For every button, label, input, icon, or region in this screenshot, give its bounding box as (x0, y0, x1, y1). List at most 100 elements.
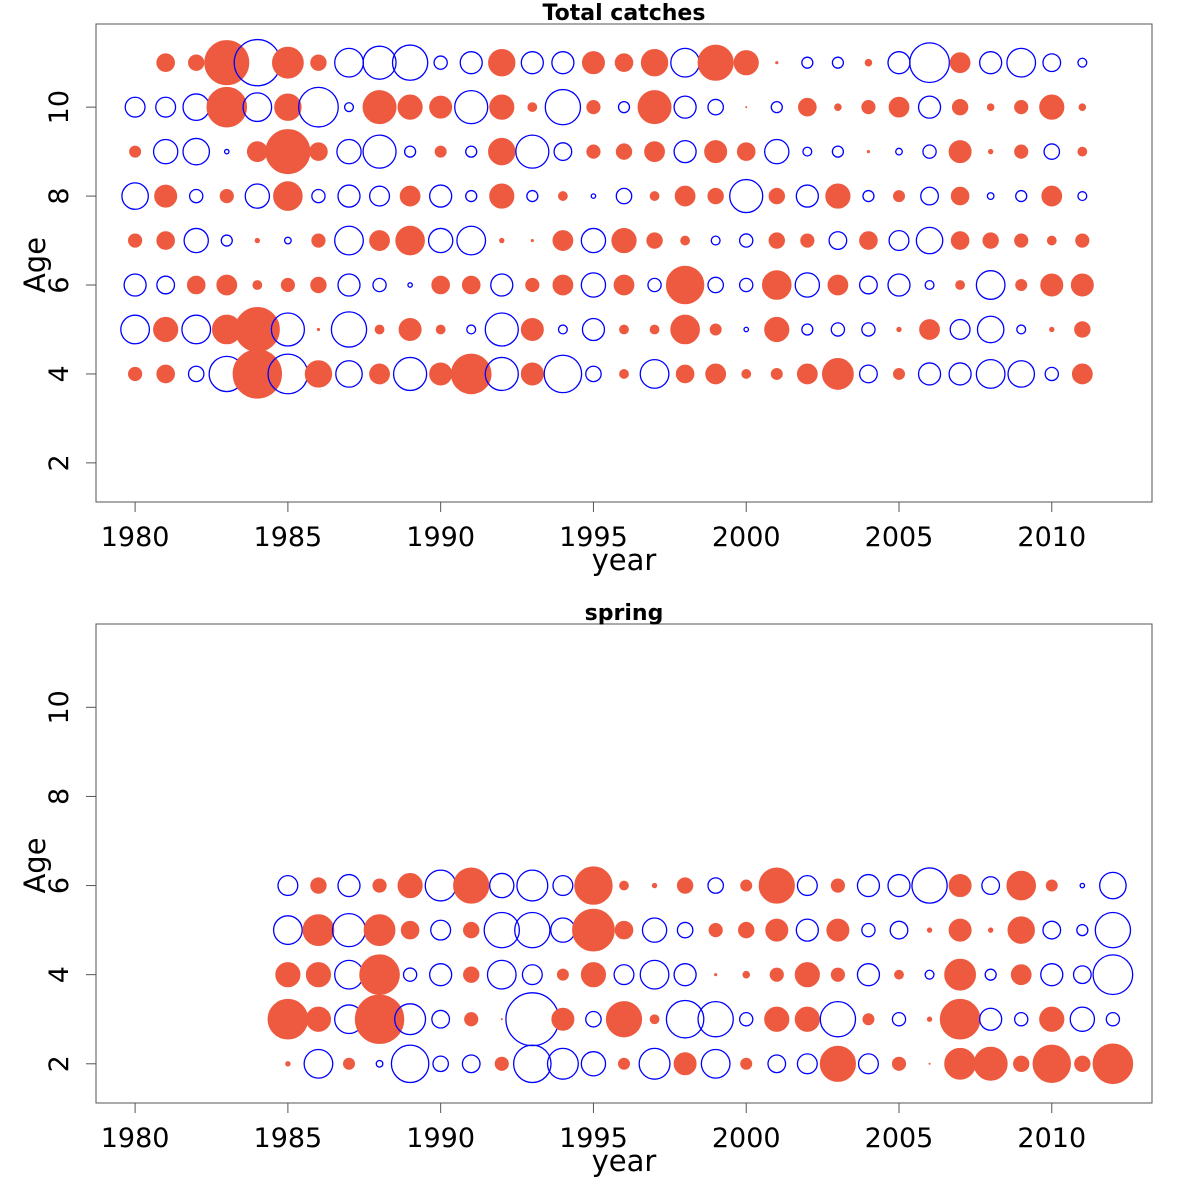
chart-title: spring (585, 601, 664, 626)
y-tick-label: 6 (44, 276, 75, 293)
bubble (407, 282, 413, 288)
bubble (586, 144, 601, 159)
x-tick-label: 1985 (254, 1123, 323, 1154)
bubble (128, 366, 143, 382)
bubble (859, 231, 878, 250)
bubble (489, 183, 515, 209)
bubble (432, 1055, 450, 1073)
bubble (552, 875, 574, 897)
bubble (1041, 185, 1063, 207)
bubble (343, 102, 355, 113)
bubble (398, 317, 422, 341)
bubble (638, 1047, 671, 1080)
bubble (280, 277, 295, 293)
bubble (619, 324, 629, 335)
y-tick-label: 10 (44, 90, 75, 124)
bubble (1042, 53, 1062, 73)
bubble (922, 144, 937, 159)
bubble (392, 356, 428, 392)
bubble (951, 98, 969, 116)
bubble (858, 275, 878, 295)
bubble (590, 193, 597, 199)
bubble (984, 968, 997, 981)
bubble (975, 358, 1006, 389)
bubble (1075, 233, 1090, 248)
bubble (827, 274, 849, 296)
x-tick-label: 1980 (101, 522, 170, 553)
bubble (585, 1010, 602, 1028)
bubble (862, 189, 875, 203)
bubble (745, 106, 748, 109)
plot-frame (95, 623, 1153, 1104)
x-tick-label: 2000 (712, 1123, 781, 1154)
bubble (866, 150, 871, 154)
y-tick-label: 4 (44, 966, 75, 983)
bubble (740, 879, 753, 892)
bubble (431, 1009, 451, 1029)
bubble (709, 323, 722, 336)
bubble (500, 1018, 503, 1021)
bubble (156, 53, 175, 72)
bubble (331, 912, 367, 948)
bubble (305, 962, 332, 988)
bubble (1092, 1043, 1134, 1085)
bubble (399, 185, 421, 207)
x-tick-label: 2005 (865, 1123, 934, 1154)
bubble (893, 367, 905, 380)
bubble (303, 1048, 334, 1079)
y-tick-label: 2 (44, 1055, 75, 1072)
bubble (334, 225, 364, 256)
bubble (242, 92, 273, 123)
bubble (770, 100, 783, 114)
bubble (499, 237, 505, 244)
bubble (948, 874, 972, 898)
bubble (580, 962, 607, 988)
bubble (429, 95, 453, 119)
bubble (430, 919, 452, 941)
bubble (651, 882, 658, 889)
bubble (831, 56, 845, 69)
bubble (400, 920, 420, 940)
bubble (275, 962, 301, 988)
bubble (206, 86, 248, 128)
bubble (516, 869, 549, 902)
bubble (580, 1051, 607, 1077)
bubble (310, 276, 327, 294)
bubble (613, 964, 635, 986)
bubble (619, 880, 629, 891)
bubble (738, 921, 755, 939)
bubble (465, 189, 478, 203)
bubble (489, 94, 515, 120)
bubble (830, 878, 845, 893)
bubble (252, 280, 263, 290)
bubble (673, 139, 697, 164)
bubble (830, 967, 845, 982)
bubble (461, 275, 481, 295)
bubble (986, 192, 995, 201)
bubble (514, 911, 551, 949)
bubble (973, 1046, 1008, 1081)
bubble (375, 1059, 384, 1068)
bubble (464, 1012, 479, 1027)
bubble (362, 45, 397, 80)
bubble (402, 967, 418, 982)
bubble (1077, 146, 1088, 157)
bubble (120, 314, 151, 345)
bubble (543, 354, 583, 394)
bubble (311, 188, 326, 204)
bubble (615, 143, 633, 160)
bubble (889, 920, 909, 940)
bubble (798, 97, 817, 117)
bubble (949, 318, 971, 341)
bubble (1010, 964, 1032, 986)
bubble (1076, 923, 1089, 937)
bubble (463, 966, 480, 983)
bubble (277, 875, 299, 897)
bubble (316, 327, 321, 332)
bubble (618, 1057, 630, 1070)
bubble (216, 274, 238, 296)
bubble (707, 877, 725, 894)
bubble (450, 353, 492, 395)
